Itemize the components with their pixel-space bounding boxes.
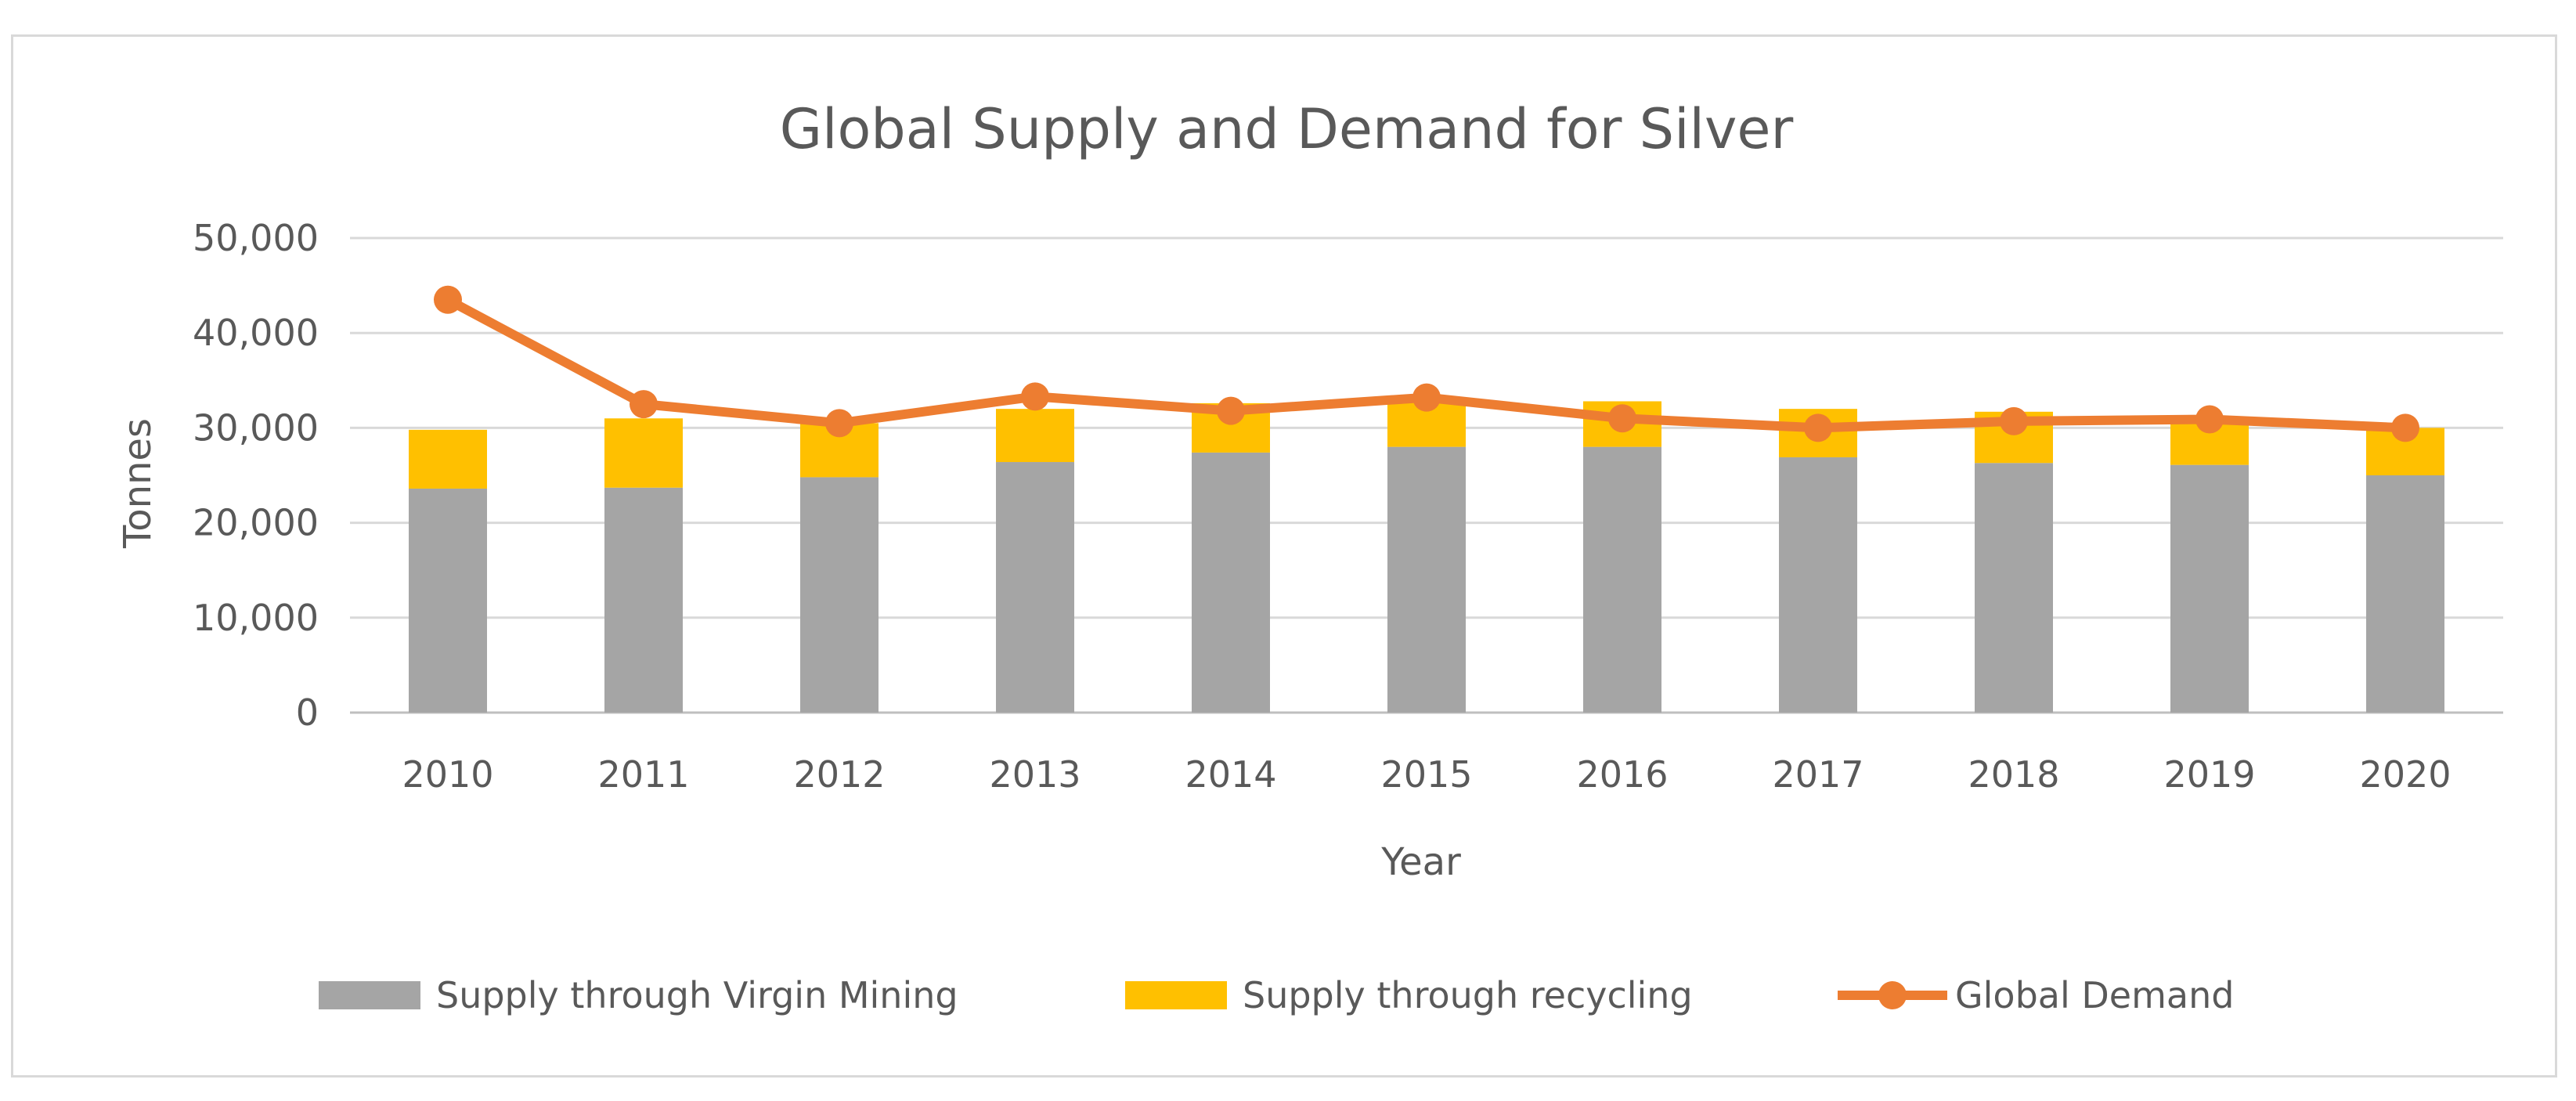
demand-point xyxy=(825,409,853,438)
x-tick-label: 2019 xyxy=(2163,753,2255,796)
demand-line-layer xyxy=(434,285,2419,442)
bar-virgin-mining xyxy=(2366,475,2444,713)
bar-recycling xyxy=(604,418,683,488)
bar-recycling xyxy=(409,429,487,489)
chart-frame: Global Supply and Demand for Silver 0 10,… xyxy=(11,34,2557,1078)
y-tick-label: 20,000 xyxy=(193,502,319,544)
legend-label: Supply through Virgin Mining xyxy=(436,974,958,1016)
bar-virgin-mining xyxy=(1192,452,1270,713)
x-tick-label: 2016 xyxy=(1576,753,1668,796)
x-axis-title: Year xyxy=(1380,840,1461,884)
y-tick-label: 30,000 xyxy=(193,406,319,449)
chart-svg: Global Supply and Demand for Silver 0 10,… xyxy=(116,97,2503,1016)
demand-point xyxy=(2391,413,2419,442)
demand-point xyxy=(1804,413,1832,442)
legend-swatch xyxy=(319,981,420,1009)
bar-virgin-mining xyxy=(409,488,487,713)
y-tick-label: 10,000 xyxy=(193,597,319,639)
bar-virgin-mining xyxy=(1779,457,1857,713)
bar-virgin-mining xyxy=(1387,446,1466,713)
legend-recycling: Supply through recycling xyxy=(1125,974,1693,1016)
y-axis-title: Tonnes xyxy=(116,418,160,549)
bar-virgin-mining xyxy=(604,487,683,713)
demand-point xyxy=(1608,404,1636,433)
demand-point xyxy=(1021,382,1049,411)
x-tick-label: 2020 xyxy=(2359,753,2451,796)
demand-point xyxy=(1412,383,1441,412)
bar-layer xyxy=(409,401,2444,713)
x-tick-label: 2018 xyxy=(1968,753,2059,796)
bar-recycling xyxy=(996,409,1074,463)
legend-global-demand: Global Demand xyxy=(1838,974,2234,1016)
legend-label: Supply through recycling xyxy=(1243,974,1693,1016)
y-tick-label: 0 xyxy=(296,691,319,734)
bar-virgin-mining xyxy=(800,477,879,713)
legend-label: Global Demand xyxy=(1955,974,2234,1016)
x-tick-label: 2014 xyxy=(1185,753,1276,796)
x-tick-label: 2010 xyxy=(402,753,493,796)
legend: Supply through Virgin Mining Supply throu… xyxy=(319,974,2234,1016)
demand-point xyxy=(2000,406,2028,435)
bar-virgin-mining xyxy=(1583,446,1661,713)
x-tick-label: 2015 xyxy=(1380,753,1472,796)
legend-swatch-marker xyxy=(1878,981,1907,1009)
bar-virgin-mining xyxy=(1975,463,2053,713)
bar-virgin-mining xyxy=(2170,464,2249,713)
x-tick-label: 2012 xyxy=(793,753,885,796)
bar-virgin-mining xyxy=(996,462,1074,713)
legend-virgin-mining: Supply through Virgin Mining xyxy=(319,974,958,1016)
demand-point xyxy=(2195,405,2224,434)
x-tick-label: 2013 xyxy=(989,753,1081,796)
demand-point xyxy=(1217,396,1245,425)
x-axis-ticks: 2010 2011 2012 2013 2014 2015 2016 2017 2018 2019… xyxy=(402,753,2451,796)
demand-point xyxy=(434,285,462,314)
chart-title: Global Supply and Demand for Silver xyxy=(780,97,1794,161)
demand-point xyxy=(630,390,658,419)
y-tick-label: 50,000 xyxy=(193,217,319,259)
x-tick-label: 2011 xyxy=(597,753,689,796)
y-tick-label: 40,000 xyxy=(193,312,319,354)
y-axis-ticks: 0 10,000 20,000 30,000 40,000 50,000 xyxy=(193,217,319,734)
x-tick-label: 2017 xyxy=(1772,753,1863,796)
legend-swatch xyxy=(1125,981,1227,1009)
